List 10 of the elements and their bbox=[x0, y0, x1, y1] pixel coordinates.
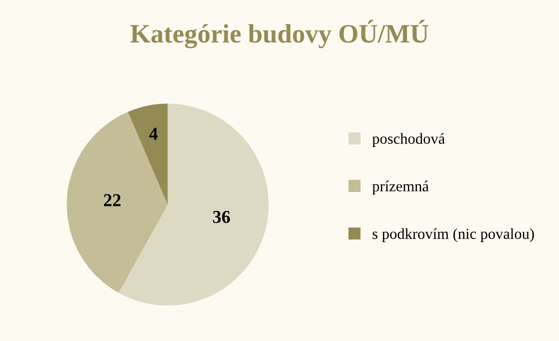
pie-slice bbox=[118, 104, 269, 306]
data-label: 4 bbox=[149, 128, 158, 140]
chart-title: Kategórie budovy OÚ/MÚ bbox=[130, 20, 428, 48]
legend-label: s podkrovím (nic povalou) bbox=[372, 228, 534, 242]
pie-slice bbox=[66, 112, 168, 293]
legend-label: poschodová bbox=[372, 133, 445, 147]
data-label: 36 bbox=[213, 210, 230, 224]
legend-label: prízemná bbox=[372, 180, 429, 195]
pie-slice bbox=[128, 104, 168, 205]
data-label: 22 bbox=[104, 194, 121, 206]
